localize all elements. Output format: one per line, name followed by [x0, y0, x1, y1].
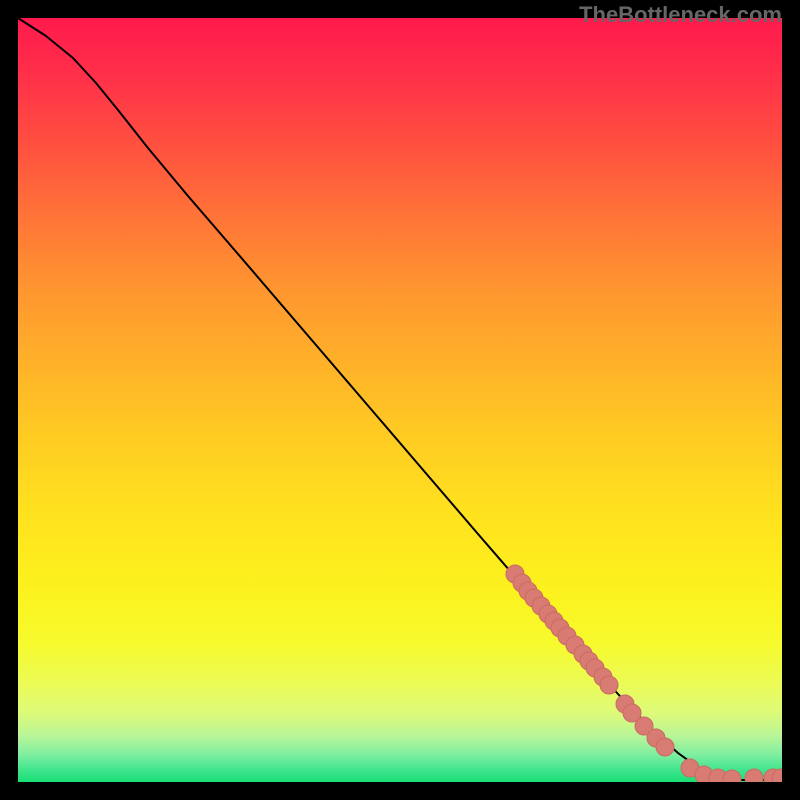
- gradient-background: [18, 18, 782, 782]
- watermark-text: TheBottleneck.com: [579, 2, 782, 28]
- plot-area: [18, 18, 782, 782]
